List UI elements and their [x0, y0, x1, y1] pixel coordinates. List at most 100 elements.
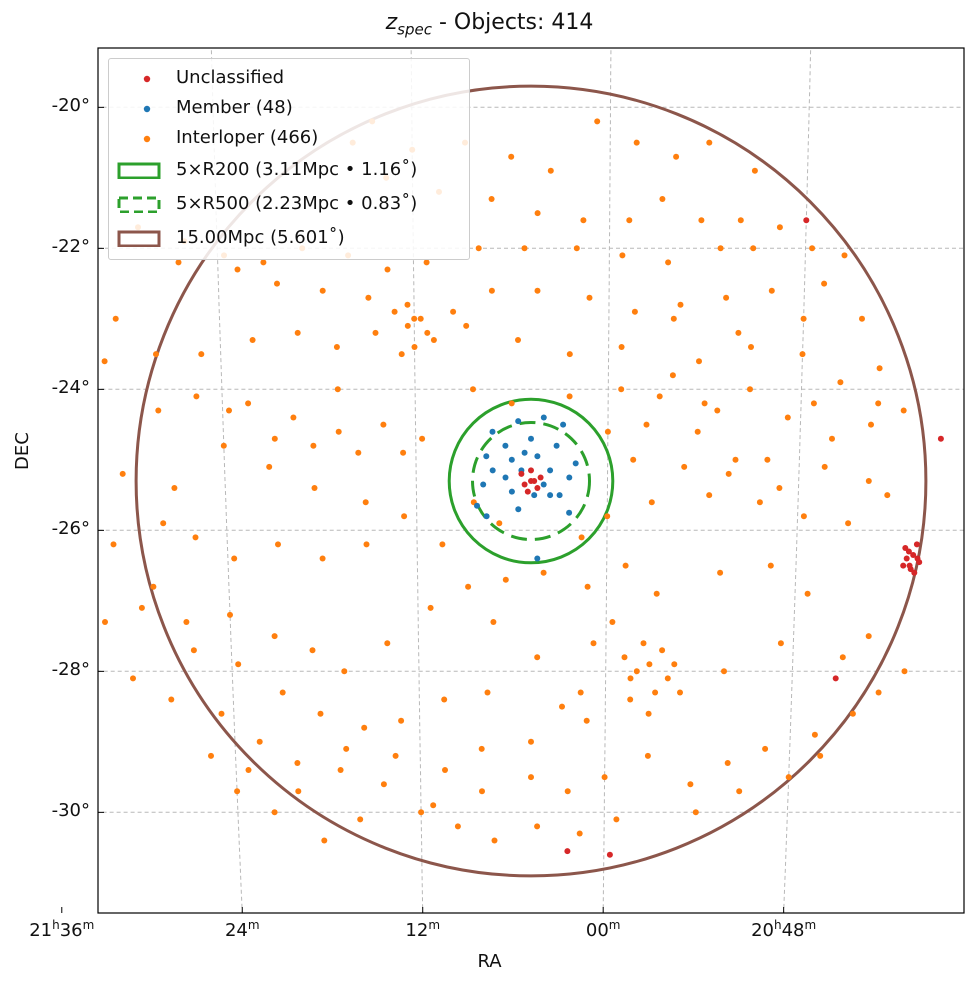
point-interloper [732, 456, 739, 463]
x-tick-label: 12m [405, 918, 441, 941]
point-interloper [384, 640, 391, 647]
point-interloper [310, 442, 317, 449]
point-interloper [646, 661, 653, 668]
point-interloper [266, 463, 273, 470]
point-interloper [875, 400, 882, 407]
point-unclassified [913, 541, 920, 548]
point-unclassified [528, 467, 534, 474]
point-interloper [357, 816, 364, 823]
point-interloper [112, 315, 119, 322]
point-interloper [430, 802, 437, 809]
point-interloper [534, 287, 541, 294]
point-interloper [849, 710, 856, 717]
point-interloper [865, 478, 872, 484]
point-interloper [175, 259, 182, 266]
point-unclassified [73, 425, 79, 431]
point-interloper [901, 668, 908, 675]
legend: Unclassified Member (48) Interloper (466… [108, 58, 470, 260]
point-interloper [559, 703, 565, 710]
point-interloper [677, 301, 684, 308]
point-member [521, 449, 528, 456]
point-interloper [613, 816, 620, 823]
point-interloper [496, 520, 503, 527]
point-interloper [218, 710, 225, 717]
point-interloper [799, 351, 806, 358]
legend-label-r500: 5×R500 (2.23Mpc • 0.83˚) [176, 193, 418, 214]
point-interloper [363, 541, 370, 548]
point-interloper [198, 351, 205, 358]
point-interloper [821, 463, 828, 470]
point-interloper [475, 245, 482, 252]
point-interloper [601, 774, 608, 781]
point-interloper [764, 456, 771, 463]
point-unclassified [906, 562, 913, 569]
point-unclassified [524, 488, 531, 495]
point-interloper [271, 633, 278, 640]
point-interloper [365, 294, 372, 301]
title-variable: zspec [385, 10, 432, 39]
point-interloper [419, 435, 426, 442]
point-interloper [643, 421, 650, 428]
y-tick-marks [98, 106, 104, 813]
point-interloper [735, 329, 742, 336]
point-interloper [417, 315, 424, 322]
point-interloper [578, 534, 585, 541]
point-interloper [380, 781, 387, 788]
point-interloper [785, 774, 792, 781]
circle-5-r500 [471, 421, 591, 541]
point-interloper [717, 245, 724, 252]
point-interloper [490, 619, 497, 625]
point-interloper [696, 358, 702, 365]
point-interloper [465, 583, 472, 590]
point-interloper [528, 774, 534, 781]
point-interloper [515, 337, 521, 343]
legend-item-member: Member (48) [109, 93, 469, 123]
point-interloper [110, 541, 117, 548]
legend-marker-r200 [117, 162, 161, 179]
ra-grid-line [783, 48, 812, 913]
point-interloper [355, 449, 362, 456]
point-member [489, 467, 496, 474]
point-interloper [673, 153, 680, 160]
point-interloper [220, 442, 227, 449]
point-interloper [119, 470, 126, 477]
point-interloper [829, 435, 835, 442]
point-interloper [821, 280, 828, 287]
point-unclassified [534, 485, 541, 491]
point-member [515, 506, 522, 513]
point-member [534, 453, 541, 460]
point-interloper [190, 647, 197, 654]
point-member [474, 502, 480, 509]
point-interloper [644, 752, 651, 759]
point-member [502, 442, 509, 449]
point-interloper [401, 513, 408, 520]
point-member [489, 428, 496, 435]
point-interloper [192, 534, 199, 541]
point-unclassified [803, 217, 810, 224]
point-interloper [231, 555, 238, 562]
point-member [534, 555, 541, 562]
title-suffix: - Objects: 414 [431, 10, 594, 35]
point-interloper [609, 619, 616, 625]
point-interloper [681, 463, 688, 470]
point-interloper [875, 689, 882, 696]
point-interloper [470, 386, 476, 393]
point-interloper [234, 788, 241, 795]
point-interloper [900, 407, 907, 414]
point-interloper [748, 344, 754, 350]
point-interloper [391, 308, 398, 315]
point-interloper [441, 696, 448, 703]
y-tick-label: -30° [51, 800, 90, 822]
point-interloper [479, 788, 485, 795]
point-interloper [859, 315, 865, 322]
point-interloper [747, 386, 753, 393]
legend-label-member: Member (48) [176, 97, 293, 118]
point-member [547, 492, 554, 499]
point-interloper [573, 245, 580, 252]
point-interloper [756, 499, 763, 506]
point-interloper [193, 393, 200, 400]
point-interloper [590, 640, 597, 647]
point-interloper [101, 358, 108, 365]
point-interloper [626, 217, 633, 224]
point-interloper [547, 167, 554, 174]
